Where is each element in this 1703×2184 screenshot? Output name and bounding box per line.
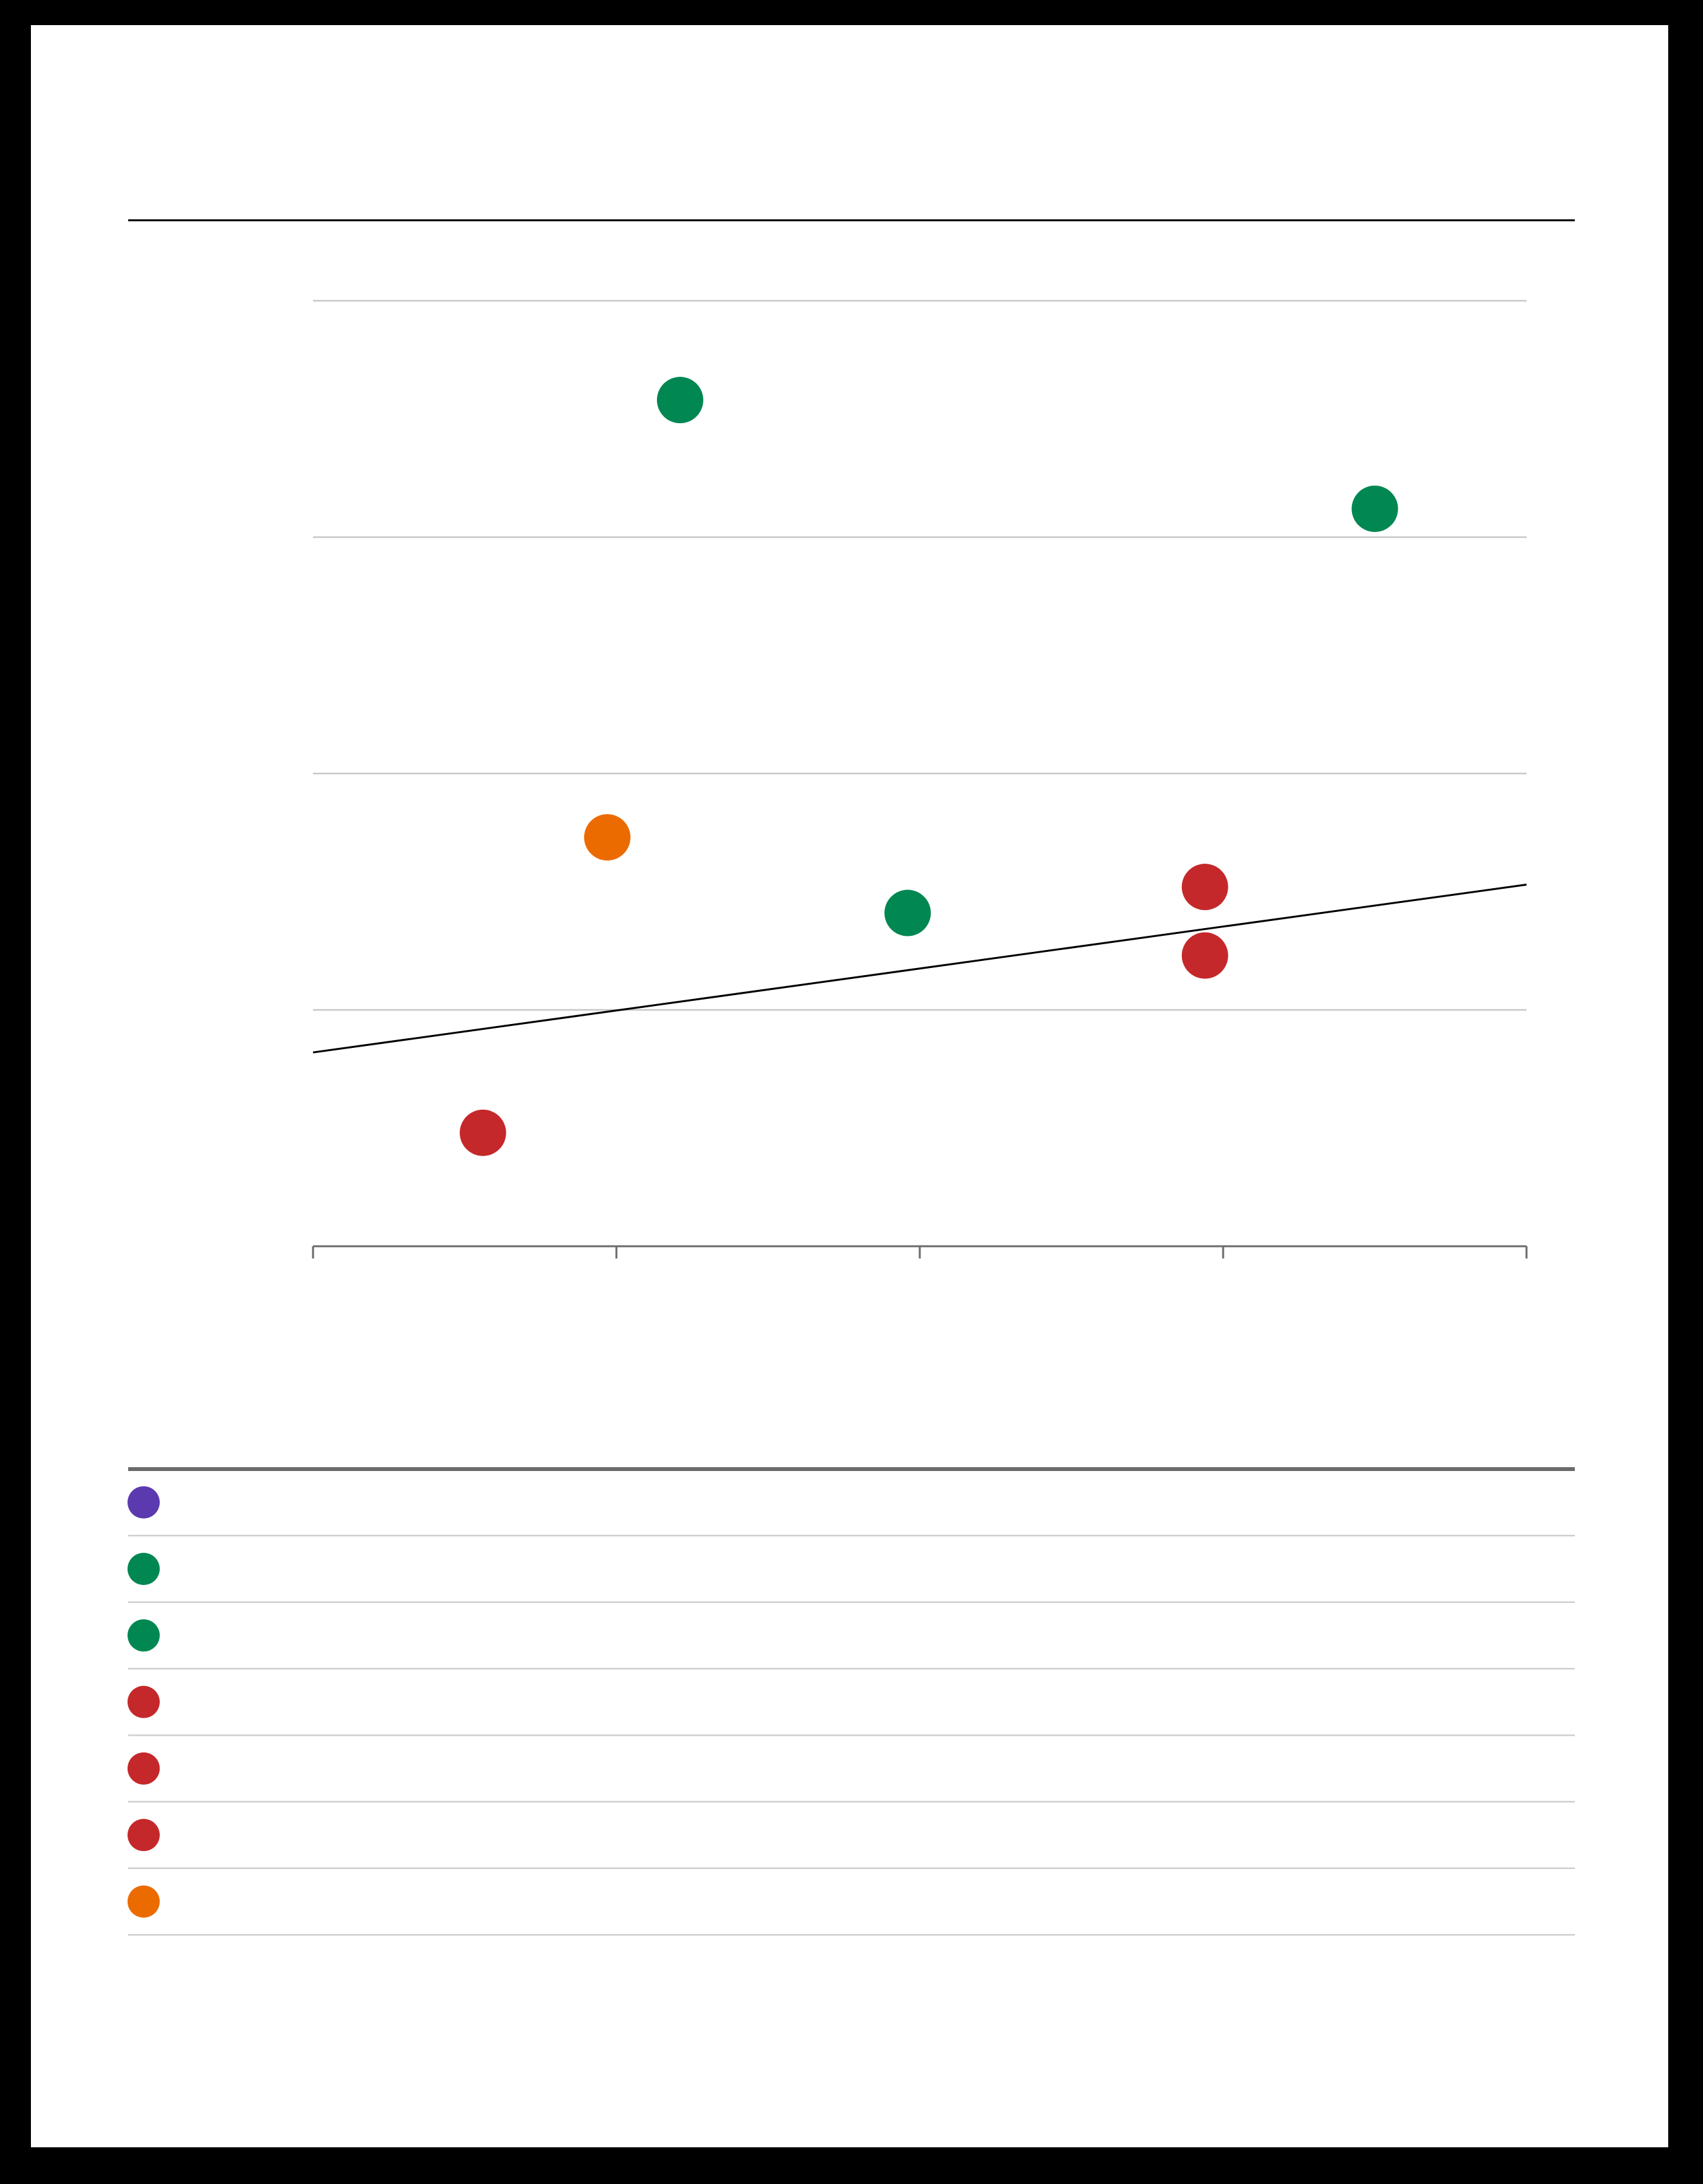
legend-swatch (128, 1685, 160, 1718)
point (656, 377, 703, 424)
legend-swatch (128, 1486, 160, 1519)
point (584, 814, 631, 861)
point (1181, 864, 1228, 911)
legend-swatch (128, 1552, 160, 1585)
point (884, 889, 931, 936)
legend-swatch (128, 1819, 160, 1852)
legend-swatch (128, 1885, 160, 1918)
sheet (31, 25, 1668, 2147)
point (1351, 485, 1398, 532)
legend-swatch (128, 1752, 160, 1785)
trend-line (312, 884, 1527, 1054)
point (1181, 932, 1228, 979)
point (459, 1109, 506, 1156)
legend-swatch (128, 1619, 160, 1652)
